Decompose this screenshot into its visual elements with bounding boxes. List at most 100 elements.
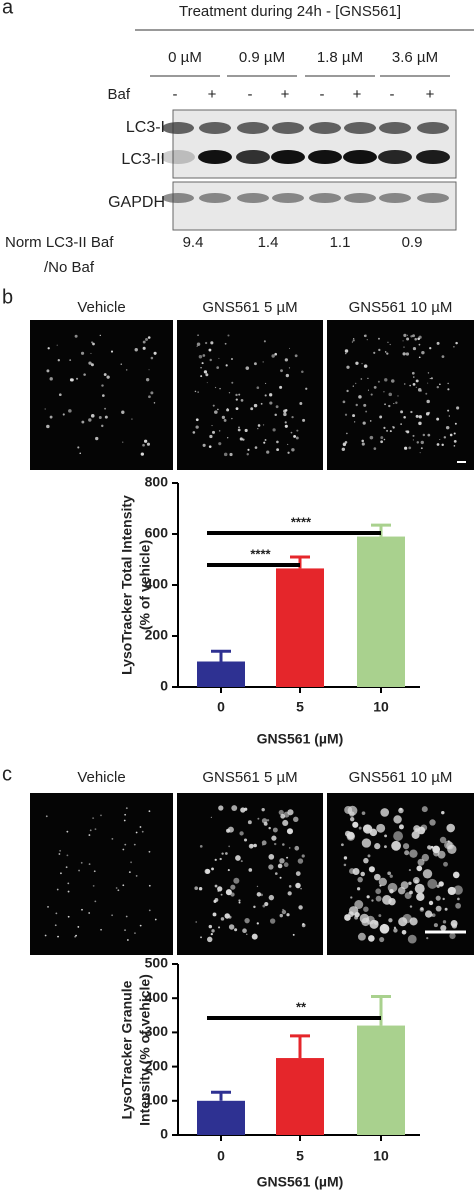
- speck: [147, 336, 151, 339]
- speck: [420, 907, 424, 911]
- band: [237, 122, 269, 134]
- y-tick-label: 400: [145, 989, 169, 1005]
- baf-sign: -: [390, 86, 395, 103]
- speck: [439, 836, 447, 844]
- speck: [49, 377, 53, 381]
- speck: [367, 377, 369, 380]
- speck: [145, 338, 148, 341]
- speck: [238, 899, 241, 902]
- speck: [253, 905, 256, 909]
- speck: [363, 403, 367, 407]
- speck: [67, 915, 70, 918]
- speck: [418, 356, 421, 359]
- speck: [439, 383, 441, 386]
- speck: [343, 863, 347, 867]
- speck: [266, 450, 270, 454]
- band: [199, 193, 231, 203]
- speck: [346, 832, 356, 841]
- speck: [402, 913, 412, 924]
- speck: [388, 404, 391, 408]
- speck: [429, 378, 431, 380]
- speck: [422, 869, 433, 879]
- speck: [234, 928, 238, 932]
- band: [199, 122, 231, 134]
- speck: [387, 341, 389, 343]
- speck: [382, 895, 392, 905]
- speck: [343, 856, 348, 860]
- speck: [414, 879, 419, 884]
- speck: [268, 864, 274, 870]
- speck: [294, 354, 298, 358]
- speck: [208, 445, 212, 448]
- speck: [421, 806, 428, 813]
- speck: [386, 429, 389, 432]
- norm-value: 0.9: [402, 234, 423, 251]
- speck: [59, 849, 62, 852]
- speck: [206, 382, 208, 384]
- speck: [135, 831, 138, 834]
- speck: [133, 843, 136, 846]
- speck: [117, 889, 120, 892]
- speck: [387, 882, 398, 893]
- x-tick-label: 10: [373, 1148, 389, 1164]
- speck: [432, 845, 441, 854]
- speck: [79, 452, 81, 455]
- speck: [346, 365, 350, 369]
- speck: [197, 334, 199, 336]
- speck: [263, 821, 268, 826]
- speck: [378, 348, 381, 352]
- image-label: Vehicle: [77, 299, 125, 316]
- speck: [74, 334, 78, 338]
- speck: [296, 429, 299, 432]
- speck: [344, 914, 351, 921]
- speck: [125, 807, 128, 810]
- speck: [403, 333, 407, 337]
- speck: [223, 419, 227, 422]
- speck: [202, 354, 206, 357]
- speck: [115, 887, 118, 889]
- speck: [409, 384, 411, 387]
- speck: [447, 840, 450, 843]
- speck: [286, 856, 289, 859]
- speck: [412, 334, 415, 338]
- speck: [269, 918, 276, 924]
- speck: [195, 921, 198, 923]
- speck: [214, 410, 218, 414]
- speck: [388, 918, 393, 923]
- speck: [405, 352, 410, 356]
- speck: [390, 379, 395, 383]
- speck: [447, 382, 449, 385]
- error-bar: [211, 649, 231, 662]
- speck: [412, 382, 416, 386]
- speck: [271, 354, 275, 358]
- speck: [408, 881, 412, 886]
- speck: [453, 885, 463, 895]
- blot-gapdh: [172, 181, 457, 231]
- x-tick-label: 10: [373, 699, 389, 715]
- concentration: 0 µM: [168, 49, 202, 66]
- speck: [401, 929, 407, 935]
- speck: [397, 395, 399, 397]
- speck: [431, 913, 436, 917]
- speck: [433, 923, 438, 928]
- speck: [264, 901, 269, 907]
- speck: [260, 893, 263, 897]
- speck: [398, 824, 404, 830]
- speck: [302, 923, 305, 926]
- speck: [91, 341, 94, 344]
- speck: [281, 909, 287, 915]
- band: [198, 150, 232, 164]
- speck: [449, 932, 456, 940]
- speck: [405, 430, 408, 433]
- speck: [285, 373, 290, 378]
- image-label: GNS561 10 µM: [349, 299, 453, 316]
- speck: [374, 843, 381, 850]
- speck: [208, 924, 213, 929]
- speck: [392, 426, 394, 428]
- speck: [409, 849, 418, 858]
- speck: [134, 932, 136, 935]
- speck: [209, 358, 212, 362]
- speck: [92, 885, 95, 887]
- y-tick-label: 800: [145, 474, 169, 490]
- speck: [148, 909, 151, 912]
